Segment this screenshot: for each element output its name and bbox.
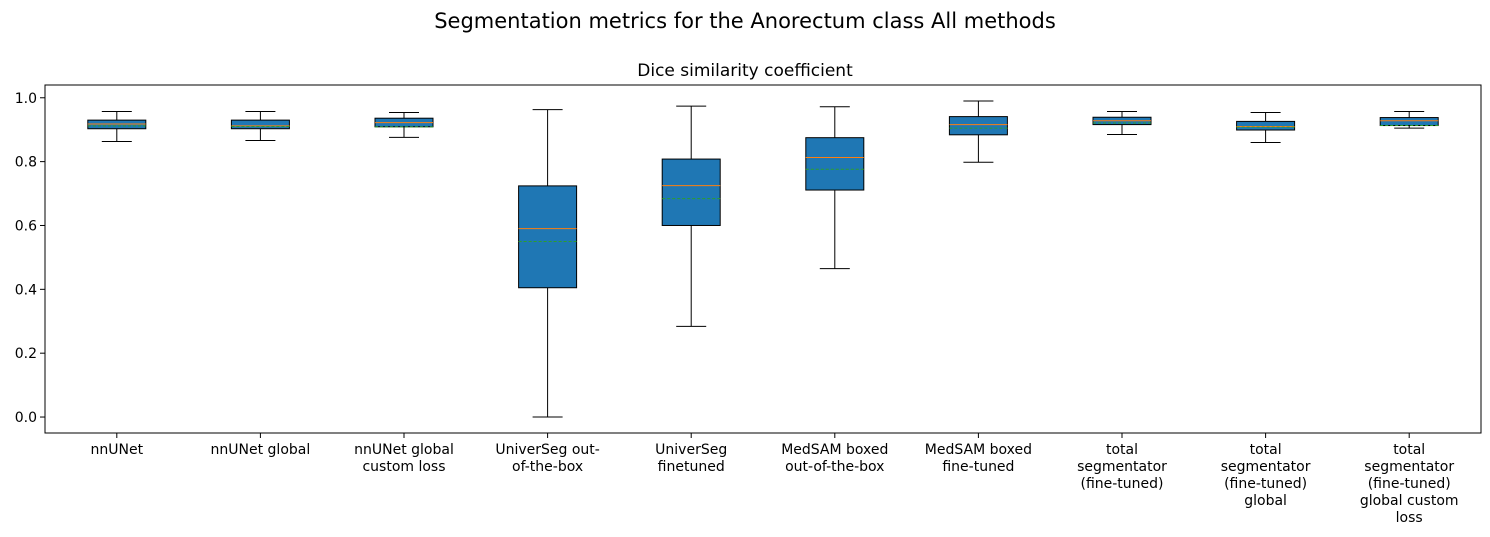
- y-tick-label: 1.0: [15, 91, 37, 107]
- box: [518, 185, 578, 289]
- y-tick-label: 0.6: [15, 218, 37, 234]
- y-tick-label: 0.0: [15, 410, 37, 426]
- y-tick-label: 0.8: [15, 155, 37, 171]
- x-tick-label: nnUNet global custom loss: [354, 442, 454, 475]
- box: [661, 158, 721, 226]
- x-tick-label: total segmentator (fine-tuned) global custo…: [1360, 442, 1459, 526]
- y-tick-label: 0.2: [15, 346, 37, 362]
- y-tick-label: 0.4: [15, 282, 37, 298]
- x-tick-label: MedSAM boxed out-of-the-box: [781, 442, 888, 475]
- box: [1379, 117, 1439, 127]
- x-tick-label: MedSAM boxed fine-tuned: [925, 442, 1032, 475]
- box: [948, 116, 1008, 136]
- plot-area: 0.0 0.2 0.4 0.6 0.8 1.0 nnUNet nnUNet global nnU…: [15, 84, 1482, 526]
- x-tick-label: total segmentator (fine-tuned): [1077, 442, 1167, 492]
- box: [230, 119, 290, 130]
- x-tick-label: nnUNet: [91, 442, 144, 458]
- chart-suptitle: Segmentation metrics for the Anorectum c…: [434, 9, 1056, 33]
- x-tick-label: UniverSeg out-of-the-box: [495, 442, 599, 475]
- chart-title: Dice similarity coefficient: [637, 61, 853, 81]
- x-tick-label: total segmentator (fine-tuned) global: [1221, 442, 1311, 509]
- axes-frame: [44, 84, 1482, 434]
- box: [805, 137, 865, 191]
- x-tick-label: UniverSeg finetuned: [655, 442, 727, 475]
- x-tick-label: nnUNet global: [211, 442, 311, 458]
- box: [1236, 120, 1296, 131]
